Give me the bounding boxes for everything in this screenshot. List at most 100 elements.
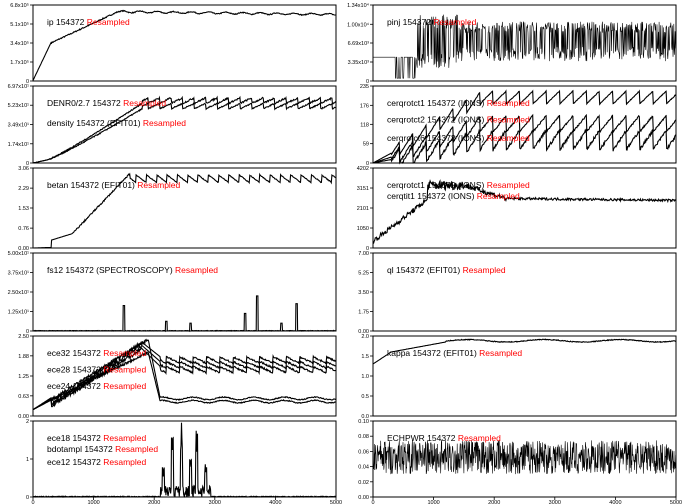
x-tick-label: 1000: [427, 500, 439, 504]
resampled-tag: Resampled: [463, 265, 506, 275]
panel-cerq: 0 59 118 176 235 cerqrotct1 154372 (IONS) Res…: [360, 84, 677, 167]
panel-fs12: 0 1.25x10¹ 2.50x10¹ 3.75x10¹ 5.00x10¹ fs12 15…: [8, 251, 337, 335]
series-kappa-0: [372, 338, 676, 365]
y-tick-label: 2.50x10¹: [8, 290, 30, 296]
y-tick-label: 1.75: [358, 310, 369, 316]
y-tick-label: 1.0: [361, 374, 369, 380]
series-dens-1: [32, 101, 337, 164]
y-tick-label: 0: [26, 79, 29, 85]
series-betan-0: [33, 172, 337, 249]
y-tick-label: 1.34x10⁴: [347, 2, 370, 9]
y-tick-label: 1.74x10¹: [8, 142, 30, 148]
y-tick-label: 0: [366, 161, 369, 167]
resampled-tag: Resampled: [115, 444, 158, 454]
y-tick-label: 3.06: [18, 166, 29, 172]
y-tick-label: 7.00: [358, 251, 369, 257]
series-fs12-0: [32, 295, 337, 333]
panel-cerqti: 0 1050 2101 3151 4202 cerqrotct1 154372 (IONS…: [357, 166, 677, 252]
y-tick-label: 5.23x10¹: [8, 103, 30, 109]
signal-label: ece12 154372 Resampled: [47, 457, 147, 467]
y-tick-label: 0.08: [358, 434, 369, 440]
series-cerq-0: [372, 89, 677, 164]
y-tick-label: 118: [360, 122, 369, 128]
y-tick-label: 3.4x10⁵: [10, 40, 29, 47]
resampled-tag: Resampled: [103, 433, 146, 443]
resampled-tag: Resampled: [103, 457, 146, 467]
y-tick-label: 3151: [357, 186, 369, 192]
y-tick-label: 0.02: [358, 480, 369, 486]
y-tick-label: 0: [26, 161, 29, 167]
series-cerq-1: [372, 113, 677, 165]
series-cerq-2: [372, 128, 677, 164]
resampled-tag: Resampled: [479, 348, 522, 358]
x-tick-label: 3000: [209, 500, 221, 504]
y-tick-label: 3.35x10³: [348, 60, 370, 66]
resampled-tag: Resampled: [143, 118, 186, 128]
y-tick-label: 1.00x10⁴: [347, 21, 370, 28]
y-tick-label: 0: [26, 495, 29, 501]
panel-ece: 0.00 0.63 1.25 1.88 2.50 ece32 154372 Resampl…: [18, 334, 337, 420]
signal-label: cerqrotct6 154372 (IONS) Resampled: [387, 133, 530, 143]
signal-label: bdotampl 154372 Resampled: [47, 444, 158, 454]
y-tick-label: 2: [26, 419, 29, 425]
y-tick-label: 2101: [357, 206, 369, 212]
resampled-tag: Resampled: [487, 133, 530, 143]
series-ece-4: [32, 351, 337, 411]
y-tick-label: 0: [26, 329, 29, 335]
x-tick-label: 0: [371, 500, 374, 504]
y-tick-label: 0.10: [358, 419, 369, 425]
series-echpwr-0: [372, 440, 677, 475]
resampled-tag: Resampled: [123, 98, 166, 108]
y-tick-label: 2.50: [18, 334, 29, 340]
resampled-tag: Resampled: [487, 180, 530, 190]
panel-dens: 0 1.74x10¹ 3.49x10¹ 5.23x10¹ 6.97x10¹ DENR0/2…: [8, 84, 337, 167]
panel-kappa: 0.0 0.5 1.0 1.5 2.0 kappa 154372 (EFIT01) Res…: [361, 334, 677, 420]
panel-betan: 0.00 0.76 1.53 2.29 3.06 betan 154372 (EFIT01…: [18, 166, 337, 252]
y-tick-label: 176: [360, 103, 369, 109]
y-tick-label: 1050: [357, 226, 369, 232]
signal-label: ip 154372 Resampled: [47, 17, 130, 27]
y-tick-label: 5.25: [358, 271, 369, 277]
y-tick-label: 1.25x10¹: [8, 310, 30, 316]
y-tick-label: 0.63: [18, 394, 29, 400]
y-tick-label: 6.97x10¹: [8, 84, 30, 90]
resampled-tag: Resampled: [103, 348, 146, 358]
y-tick-label: 1.25: [18, 374, 29, 380]
y-tick-label: 2.0: [361, 334, 369, 340]
y-tick-label: 235: [360, 84, 369, 90]
y-tick-label: 0: [366, 246, 369, 252]
y-tick-label: 1.5: [361, 354, 369, 360]
x-tick-label: 0: [31, 500, 34, 504]
signal-label: cerqrotct1 154372 (IONS) Resampled: [387, 98, 530, 108]
resampled-tag: Resampled: [477, 191, 520, 201]
resampled-tag: Resampled: [433, 17, 476, 27]
x-tick-label: 5000: [330, 500, 342, 504]
signal-label: ece32 154372 Resampled: [47, 348, 147, 358]
y-tick-label: 59: [363, 142, 369, 148]
signal-label: pinj 154372 Resampled: [387, 17, 477, 27]
y-tick-label: 6.8x10⁵: [10, 2, 29, 9]
signal-label: ece18 154372 Resampled: [47, 433, 147, 443]
signal-label: fs12 154372 (SPECTROSCOPY) Resampled: [47, 265, 218, 275]
resampled-tag: Resampled: [103, 365, 146, 375]
y-tick-label: 0.00: [18, 414, 29, 420]
y-tick-label: 3.75x10¹: [8, 271, 30, 277]
signal-label: ece24 154372 Resampled: [47, 381, 147, 391]
y-tick-label: 6.69x10³: [348, 41, 370, 47]
resampled-tag: Resampled: [137, 180, 180, 190]
resampled-tag: Resampled: [87, 17, 130, 27]
resampled-tag: Resampled: [103, 381, 146, 391]
signal-label: kappa 154372 (EFIT01) Resampled: [387, 348, 522, 358]
x-tick-label: 3000: [549, 500, 561, 504]
signal-label: betan 154372 (EFIT01) Resampled: [47, 180, 181, 190]
signal-label: ECHPWR 154372 Resampled: [387, 433, 501, 443]
y-tick-label: 0.00: [358, 495, 369, 501]
x-tick-label: 2000: [488, 500, 500, 504]
y-tick-label: 1.88: [18, 354, 29, 360]
resampled-tag: Resampled: [175, 265, 218, 275]
y-tick-label: 0.00: [18, 246, 29, 252]
series-ece-3: [32, 338, 337, 411]
signal-label: ece28 154372 Resampled: [47, 365, 147, 375]
y-tick-label: 0.04: [358, 465, 369, 471]
